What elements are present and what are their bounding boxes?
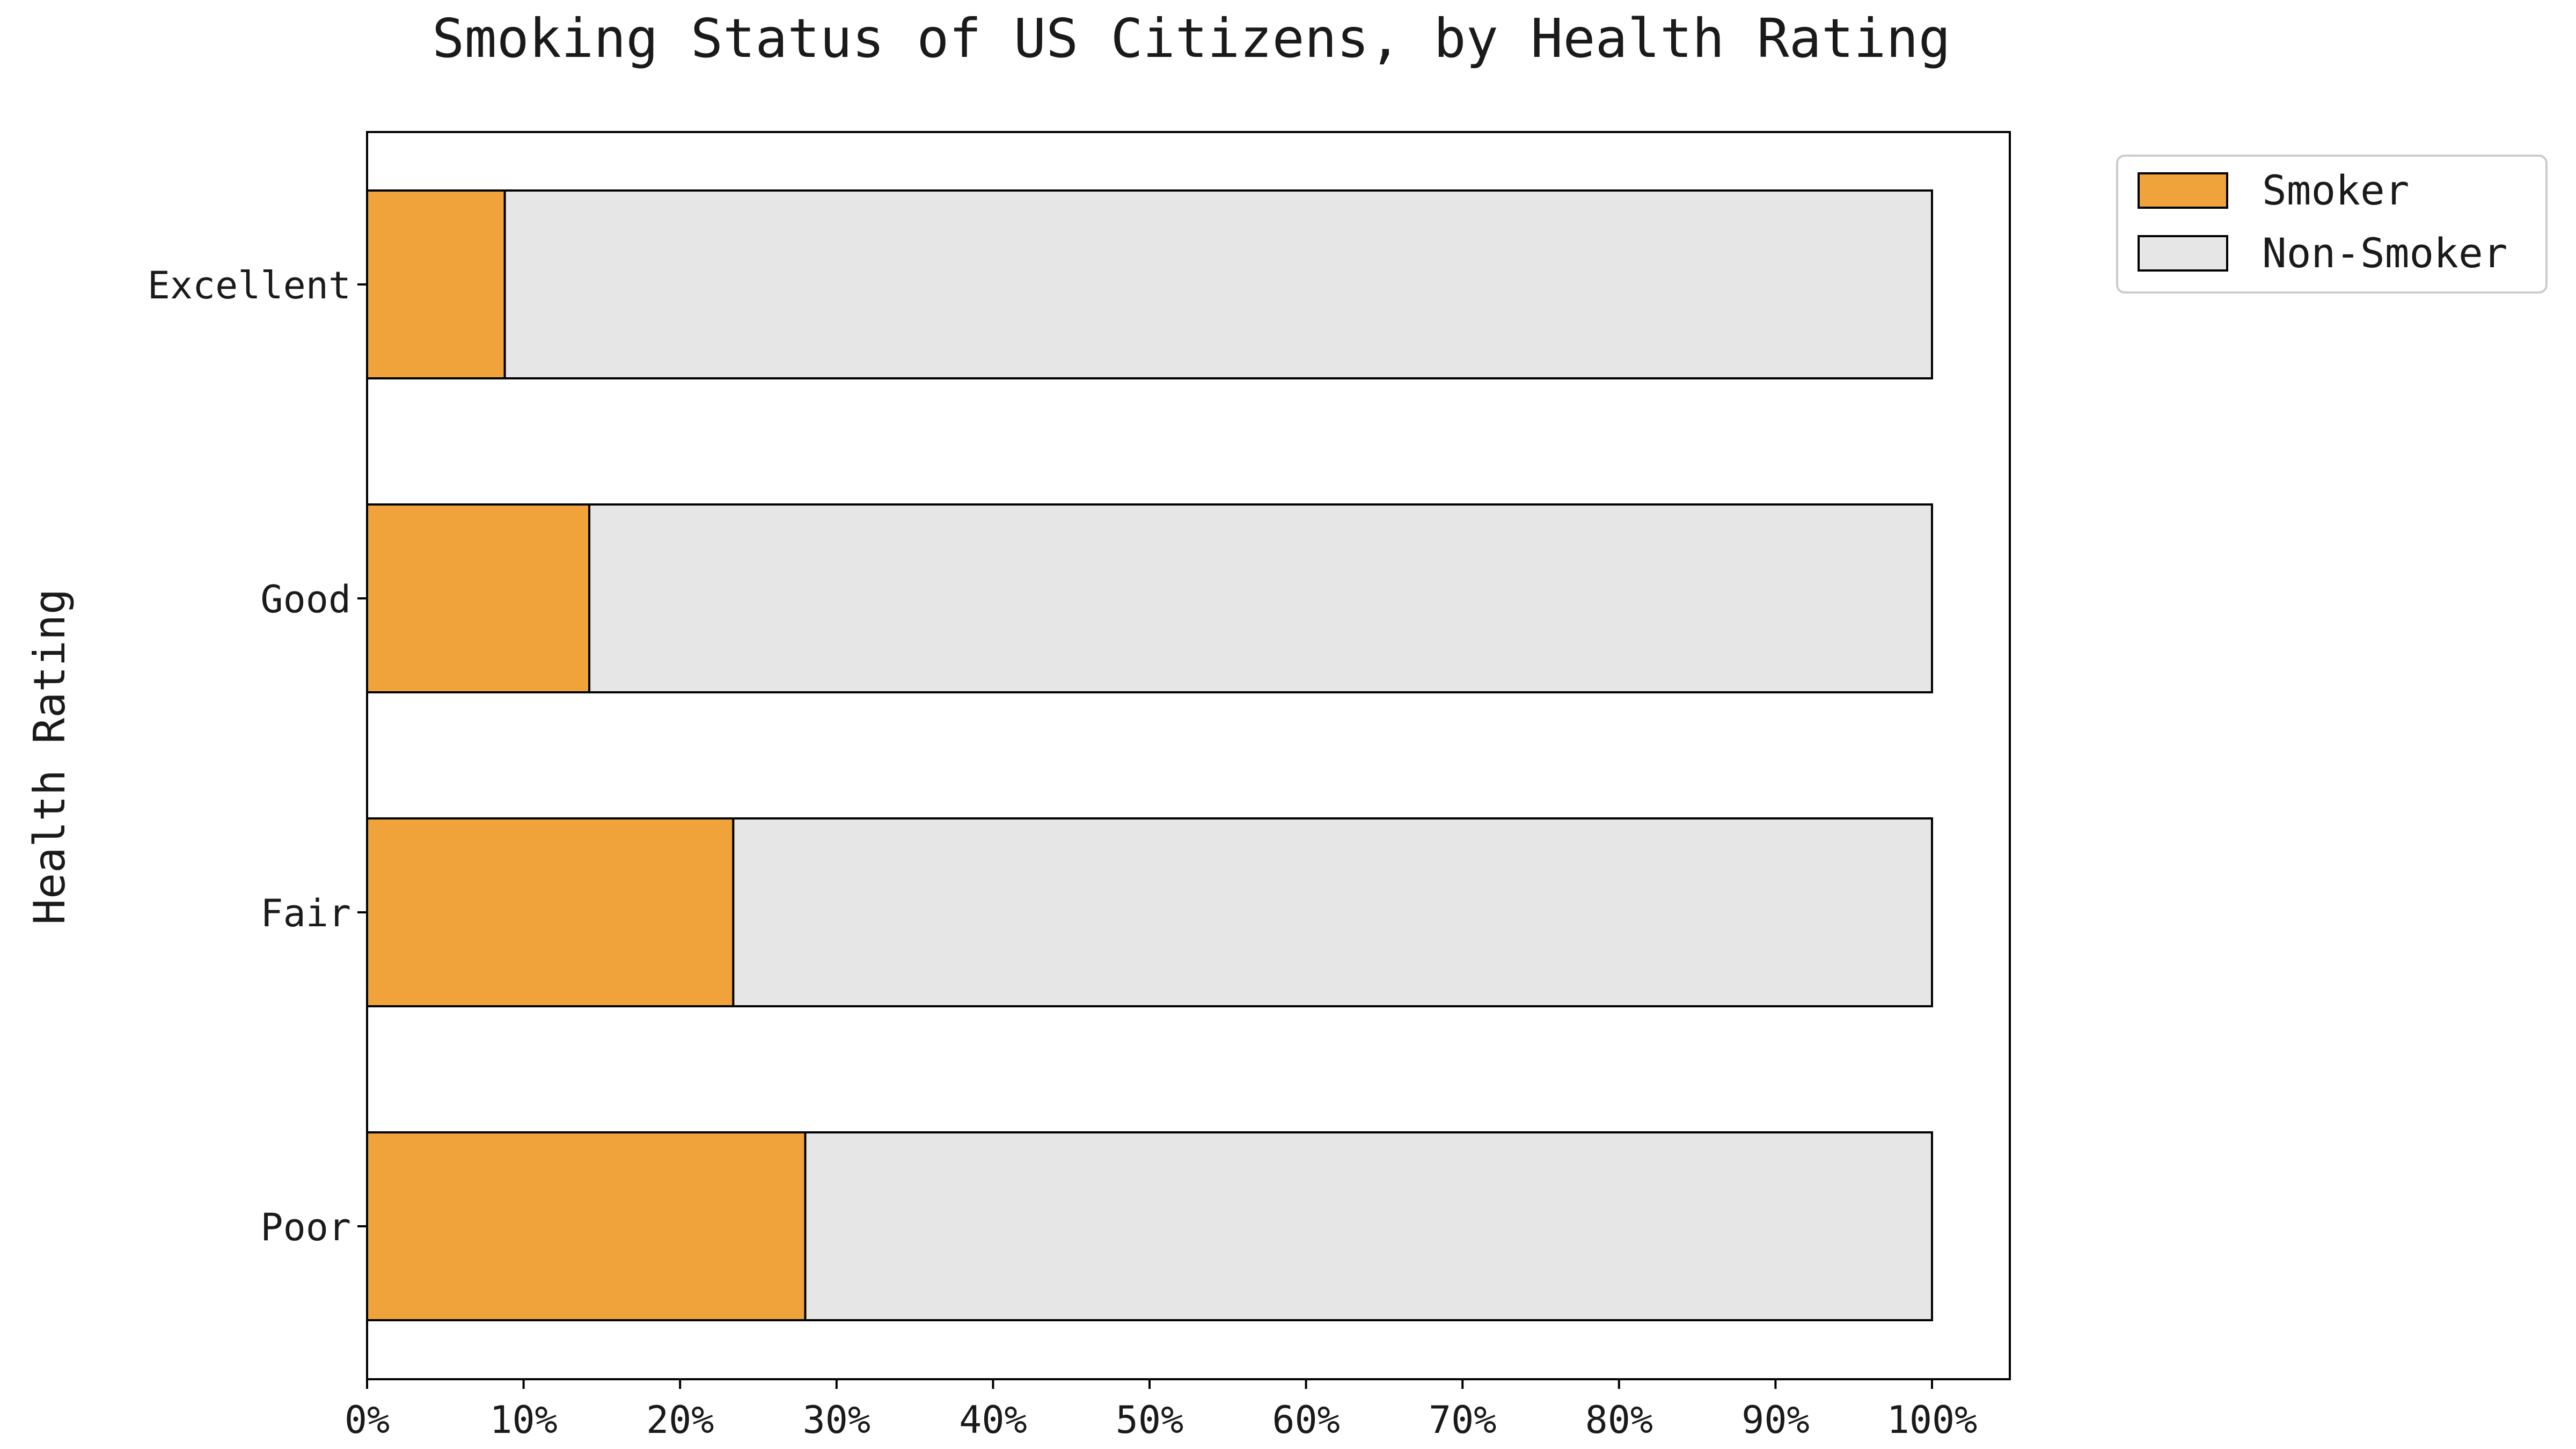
- chart-title: Smoking Status of US Citizens, by Health…: [432, 7, 1951, 70]
- x-tick-label: 10%: [489, 1398, 557, 1442]
- x-tick-label: 90%: [1741, 1398, 1809, 1442]
- x-tick-label: 20%: [646, 1398, 714, 1442]
- x-tick-label: 40%: [959, 1398, 1027, 1442]
- bar-non-smoker-excellent: [503, 189, 1934, 379]
- legend-label-smoker: Smoker: [2262, 166, 2410, 214]
- legend-swatch-non-smoker: [2138, 235, 2228, 272]
- y-tick-label: Good: [260, 577, 351, 621]
- y-axis-label: Health Rating: [25, 589, 75, 925]
- y-tick-label: Poor: [260, 1205, 351, 1249]
- x-tick-label: 0%: [345, 1398, 390, 1442]
- legend-swatch-smoker: [2138, 172, 2228, 209]
- bar-non-smoker-fair: [732, 817, 1933, 1007]
- x-tick-label: 80%: [1585, 1398, 1653, 1442]
- bar-smoker-excellent: [366, 189, 506, 379]
- x-tick-label: 100%: [1887, 1398, 1978, 1442]
- plot-frame: [366, 131, 2011, 1380]
- bar-non-smoker-poor: [804, 1131, 1933, 1321]
- legend: Smoker Non-Smoker: [2116, 155, 2548, 294]
- bars-group: [366, 189, 1934, 1321]
- y-ticks-group: Excellent Good Fair Poor: [148, 264, 367, 1249]
- y-tick-label: Excellent: [148, 264, 351, 308]
- y-tick-label: Fair: [260, 891, 351, 935]
- bar-smoker-poor: [366, 1131, 807, 1321]
- x-tick-label: 60%: [1272, 1398, 1340, 1442]
- x-tick-label: 30%: [803, 1398, 870, 1442]
- bar-smoker-fair: [366, 817, 735, 1007]
- bar-smoker-good: [366, 503, 591, 693]
- x-ticks-group: 0% 10% 20% 30% 40% 50% 60% 70% 80% 90% 100%: [345, 1379, 1977, 1442]
- x-tick-label: 70%: [1429, 1398, 1496, 1442]
- x-tick-label: 50%: [1116, 1398, 1183, 1442]
- legend-label-non-smoker: Non-Smoker: [2262, 229, 2508, 277]
- bar-non-smoker-good: [588, 503, 1933, 693]
